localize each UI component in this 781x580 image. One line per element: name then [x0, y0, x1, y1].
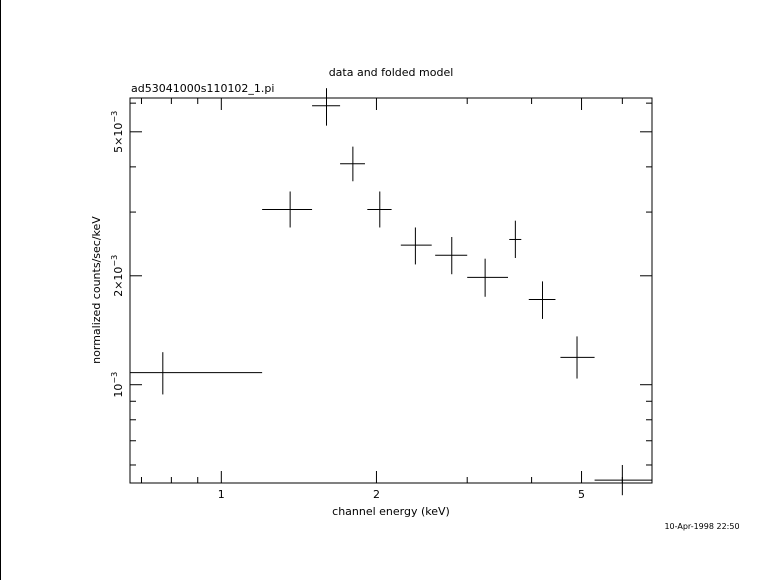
chart-subtitle: ad53041000s110102_1.pi — [131, 82, 274, 95]
window-left-edge — [0, 0, 1, 580]
data-point — [509, 220, 522, 258]
y-axis-label: normalized counts/sec/keV — [90, 216, 103, 364]
data-point — [435, 236, 468, 275]
data-point — [560, 336, 595, 379]
plot-frame — [129, 97, 653, 484]
timestamp: 10-Apr-1998 22:50 — [664, 522, 739, 531]
minor-ticks — [130, 98, 652, 483]
x-axis-label: channel energy (keV) — [332, 505, 450, 518]
y-tick-label: 2×10−3 — [110, 255, 125, 297]
y-tick-labels: 10−3 2×10−3 5×10−3 — [110, 111, 125, 398]
y-tick-label: 5×10−3 — [110, 111, 125, 153]
data-point — [467, 258, 509, 297]
data-point — [262, 191, 313, 228]
major-ticks — [130, 98, 652, 483]
data-point — [528, 281, 556, 319]
data-point — [340, 146, 365, 182]
data-point — [594, 464, 652, 496]
x-tick-labels: 1 2 5 — [218, 488, 585, 501]
data-point — [367, 191, 392, 228]
y-tick-label: 10−3 — [110, 372, 125, 398]
chart-title: data and folded model — [329, 66, 454, 79]
data-point — [400, 227, 432, 265]
data-points — [130, 88, 652, 496]
x-tick-label: 2 — [373, 488, 380, 501]
x-tick-label: 5 — [578, 488, 585, 501]
data-point — [312, 88, 341, 126]
x-tick-label: 1 — [218, 488, 225, 501]
data-point — [130, 352, 263, 395]
